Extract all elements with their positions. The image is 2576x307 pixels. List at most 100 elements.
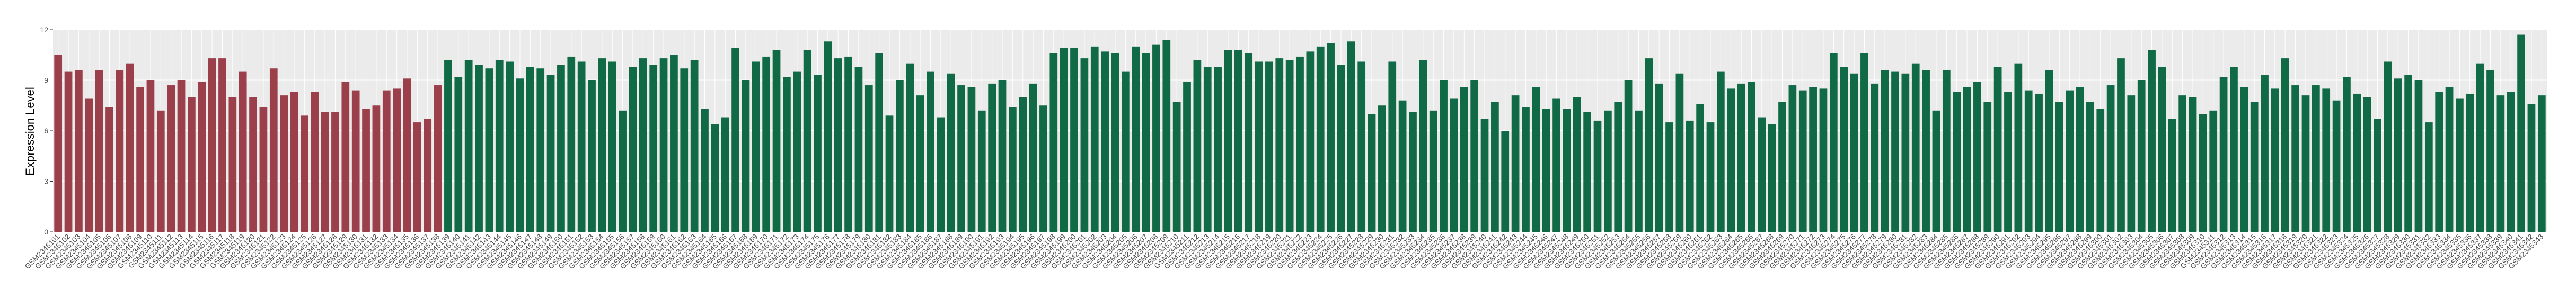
bar (485, 68, 493, 232)
bar (742, 80, 750, 232)
bar (1337, 65, 1345, 232)
bar (1255, 61, 1263, 232)
bar (1368, 114, 1376, 232)
bar (680, 68, 689, 232)
bar (1409, 112, 1417, 232)
bar (434, 85, 442, 232)
bar (1819, 88, 1828, 232)
bar (937, 117, 945, 232)
bar (1901, 73, 1910, 232)
bar (280, 95, 288, 232)
bar (2435, 92, 2443, 232)
bar (2353, 93, 2361, 232)
bar (2496, 95, 2505, 232)
bar (1327, 43, 1335, 232)
bar (2199, 114, 2207, 232)
bar (2537, 95, 2546, 232)
bar (444, 60, 452, 232)
bar (2384, 61, 2392, 232)
bar (2168, 119, 2176, 232)
bar (1460, 87, 1468, 232)
bar (269, 68, 278, 232)
bar (1542, 109, 1550, 232)
bar (1480, 119, 1489, 232)
bar (1593, 120, 1602, 232)
bar (1706, 122, 1715, 232)
bar (1871, 83, 1879, 232)
bar (2363, 97, 2371, 232)
bar (2261, 75, 2269, 232)
bar (1522, 107, 1530, 232)
bar (2014, 63, 2023, 232)
bar (2240, 87, 2248, 232)
bar (1911, 63, 1920, 232)
bar (1993, 67, 2002, 232)
bar (116, 70, 124, 232)
bar (506, 61, 514, 232)
bar (1532, 87, 1540, 232)
bar (2086, 102, 2094, 232)
bar (947, 73, 955, 232)
bar (1675, 73, 1684, 232)
bar (957, 85, 965, 232)
bar (793, 71, 801, 232)
bar (2076, 87, 2084, 232)
bar (1758, 117, 1766, 232)
bar (649, 65, 658, 232)
bar (1932, 110, 1940, 232)
bar (2189, 97, 2197, 232)
bar (1440, 80, 1448, 232)
bar (783, 77, 791, 232)
y-tick-label: 0 (44, 228, 48, 236)
bar (146, 80, 155, 232)
bar (1388, 61, 1397, 232)
bar (2066, 90, 2074, 232)
bar (167, 85, 175, 232)
bar (2219, 77, 2228, 232)
bar (1193, 60, 1202, 232)
bar (156, 110, 165, 232)
bar (177, 80, 186, 232)
bar (2456, 98, 2464, 232)
bar (608, 61, 616, 232)
bar (136, 87, 144, 232)
bar (516, 78, 524, 232)
bar (1768, 124, 1776, 232)
bar (218, 58, 226, 232)
bar (382, 90, 391, 232)
bar (1060, 48, 1068, 232)
bar (362, 109, 370, 232)
bar (1922, 70, 1930, 232)
bar (1552, 98, 1560, 232)
bar (2045, 70, 2053, 232)
bar (1737, 83, 1745, 232)
bar (814, 75, 822, 232)
bar (1727, 88, 1735, 232)
bar (331, 112, 339, 232)
y-axis-label: Expression Level (23, 87, 37, 176)
bar (1049, 53, 1058, 232)
bar (1142, 53, 1150, 232)
bar (639, 58, 647, 232)
bar (731, 48, 739, 232)
bar (85, 98, 93, 232)
bar (321, 112, 329, 232)
bar (2486, 70, 2494, 232)
bar (864, 85, 873, 232)
bar (1378, 105, 1386, 232)
bar (1491, 102, 1499, 232)
bar (1501, 131, 1510, 232)
bar (2230, 67, 2238, 232)
bar (1080, 58, 1089, 232)
bar (896, 80, 904, 232)
bar (2106, 85, 2115, 232)
bar (188, 97, 196, 232)
bar (2312, 85, 2320, 232)
bar (1891, 71, 1899, 232)
bar (351, 90, 360, 232)
bar (1470, 80, 1479, 232)
bar (2332, 100, 2341, 232)
bar (413, 122, 421, 232)
bar (64, 71, 73, 232)
bar (2322, 88, 2331, 232)
